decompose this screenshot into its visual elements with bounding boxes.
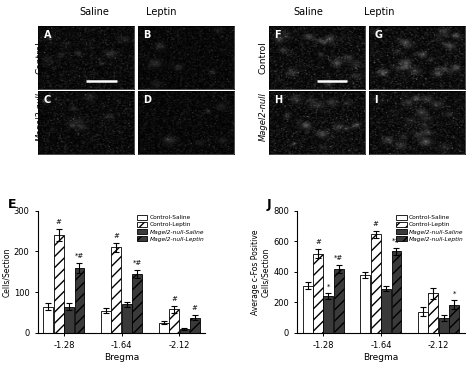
Text: #: #	[315, 239, 321, 245]
Text: *: *	[327, 283, 330, 290]
Legend: Control-Saline, Control-Leptin, Magel2-null-Saline, Magel2-null-Leptin: Control-Saline, Control-Leptin, Magel2-n…	[395, 213, 465, 243]
Bar	[54, 235, 64, 333]
Bar	[111, 248, 121, 333]
Text: Leptin: Leptin	[364, 7, 394, 17]
Text: J: J	[267, 198, 272, 211]
Text: *#: *#	[334, 255, 343, 261]
Text: H: H	[274, 95, 283, 105]
Text: Saline: Saline	[80, 7, 110, 17]
Text: C: C	[44, 95, 51, 105]
X-axis label: Bregma: Bregma	[104, 353, 139, 362]
Text: #: #	[373, 221, 379, 227]
Text: B: B	[144, 30, 151, 40]
Text: A: A	[44, 30, 51, 40]
Bar	[418, 312, 428, 333]
Bar	[313, 253, 323, 333]
Bar	[360, 275, 370, 333]
Bar	[180, 329, 190, 333]
Text: Magel2-null: Magel2-null	[36, 92, 45, 141]
Text: *#: *#	[392, 238, 401, 244]
Text: Control: Control	[36, 41, 45, 74]
Text: I: I	[374, 95, 378, 105]
Text: D: D	[144, 95, 151, 105]
Legend: Control-Saline, Control-Leptin, Magel2-null-Saline, Magel2-null-Leptin: Control-Saline, Control-Leptin, Magel2-n…	[136, 213, 206, 243]
Text: #: #	[56, 219, 62, 225]
Bar	[439, 318, 449, 333]
Text: Control: Control	[259, 41, 267, 74]
Bar	[74, 268, 84, 333]
Text: Leptin: Leptin	[146, 7, 176, 17]
Text: #: #	[171, 296, 177, 302]
Y-axis label: Average c-Fos Positive
Cells/Section: Average c-Fos Positive Cells/Section	[251, 229, 270, 314]
Bar	[371, 235, 381, 333]
Bar	[169, 309, 179, 333]
Bar	[64, 306, 74, 333]
Text: Saline: Saline	[293, 7, 323, 17]
Bar	[381, 289, 391, 333]
Bar	[159, 323, 169, 333]
Bar	[303, 286, 312, 333]
X-axis label: Bregma: Bregma	[363, 353, 399, 362]
Text: G: G	[374, 30, 383, 40]
Y-axis label: Average pSTAT-3 Positive
Cells/Section: Average pSTAT-3 Positive Cells/Section	[0, 224, 11, 320]
Bar	[44, 306, 53, 333]
Bar	[392, 251, 401, 333]
Text: *: *	[453, 290, 456, 296]
Text: *#: *#	[133, 260, 142, 266]
Text: E: E	[8, 198, 16, 211]
Text: Magel2-null: Magel2-null	[259, 92, 267, 141]
Text: *#: *#	[75, 253, 84, 259]
Text: #: #	[113, 233, 119, 239]
Bar	[334, 269, 344, 333]
Bar	[428, 293, 438, 333]
Text: F: F	[274, 30, 281, 40]
Bar	[323, 296, 333, 333]
Bar	[122, 305, 132, 333]
Bar	[449, 305, 459, 333]
Bar	[190, 317, 200, 333]
Bar	[101, 310, 111, 333]
Bar	[132, 274, 142, 333]
Text: #: #	[192, 305, 198, 312]
